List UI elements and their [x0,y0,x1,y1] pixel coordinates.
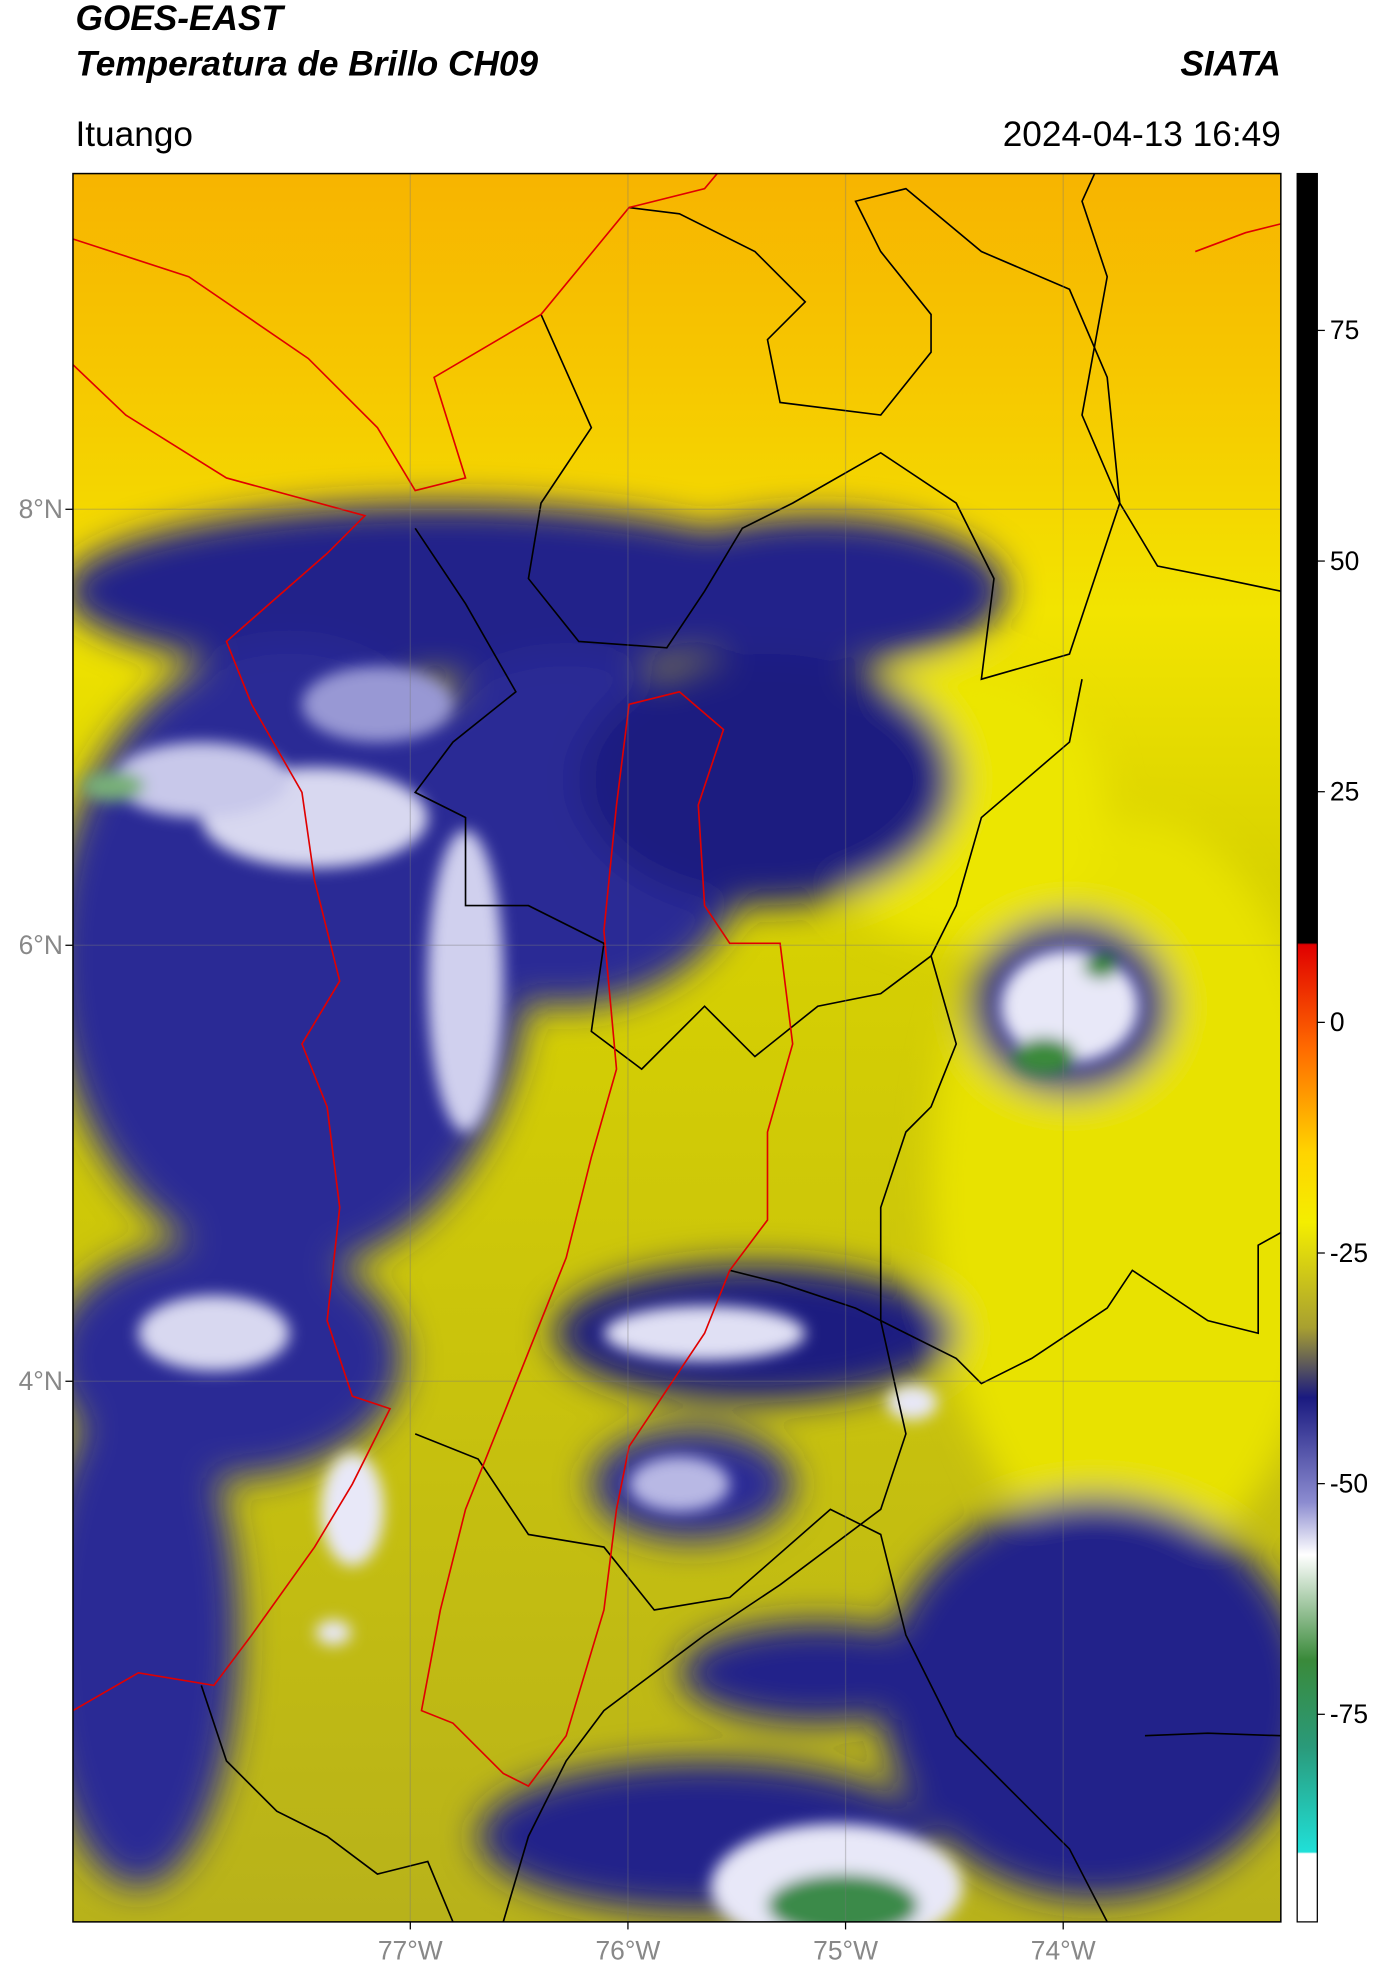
y-tick-label: 6°N [19,930,63,960]
title: GOES-EAST [75,0,285,38]
x-tick-label: 75°W [813,1936,878,1966]
colorbar-tick-label: -75 [1330,1699,1368,1729]
source: SIATA [1180,44,1280,83]
x-tick-label: 77°W [378,1936,443,1966]
datetime: 2024-04-13 16:49 [1003,115,1281,154]
grid [72,173,1281,1922]
colorbar-tick-label: 75 [1330,315,1359,345]
y-tick-label: 8°N [19,494,63,524]
plot-frame [72,172,1282,1923]
location: Ituango [75,115,193,154]
colorbar-tick-label: 0 [1330,1007,1345,1037]
colorbar-tick-label: 50 [1330,546,1359,576]
subtitle: Temperatura de Brillo CH09 [75,44,538,83]
satellite-image [72,173,1281,1922]
y-tick-label: 4°N [19,1366,63,1396]
x-tick-label: 74°W [1031,1936,1096,1966]
colorbar-tick-label: 25 [1330,777,1359,807]
colorbar [1296,172,1318,1923]
x-tick-label: 76°W [595,1936,660,1966]
colorbar-tick-label: -25 [1330,1238,1368,1268]
colorbar-tick-label: -50 [1330,1468,1368,1498]
